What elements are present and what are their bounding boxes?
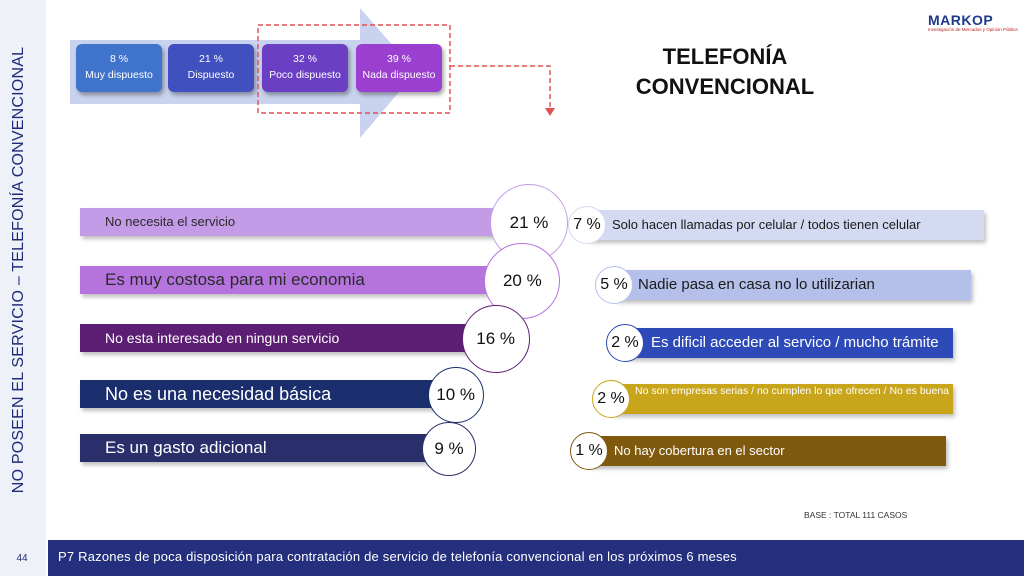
right-bar: [612, 384, 953, 414]
right-value-circle: 2 %: [592, 380, 630, 418]
right-bar: [588, 210, 984, 240]
footer-bar: [48, 540, 1024, 576]
page-title: TELEFONÍA CONVENCIONAL: [610, 42, 840, 102]
scale-label: Muy dispuesto: [85, 69, 153, 81]
left-value-circle: 9 %: [422, 422, 476, 476]
scale-label: Dispuesto: [187, 69, 235, 81]
scale-label: Nada dispuesto: [362, 69, 436, 81]
left-bar-label: No esta interesado en ningun servicio: [105, 330, 340, 346]
left-bar: [80, 266, 514, 294]
scale-box-4: 39 % Nada dispuesto: [356, 44, 442, 92]
left-bar-label: No es una necesidad básica: [105, 384, 332, 404]
left-bar: [80, 380, 447, 408]
vertical-section-title: NO POSEEN EL SERVICIO – TELEFONÍA CONVEN…: [10, 46, 27, 494]
scale-box-3: 32 % Poco dispuesto: [262, 44, 348, 92]
scale-value: 21 %: [199, 53, 223, 65]
scale-label: Poco dispuesto: [269, 69, 341, 81]
dashed-highlight: [257, 24, 555, 116]
right-bar-label: No son empresas serias / no cumplen lo q…: [635, 385, 950, 397]
left-value-circle: 16 %: [461, 305, 530, 373]
right-bar-label: Nadie pasa en casa no lo utilizarian: [638, 276, 875, 293]
scale-box-1: 8 % Muy dispuesto: [76, 44, 162, 92]
right-value-circle: 5 %: [595, 266, 633, 304]
left-bar: [80, 208, 520, 236]
scale-value: 8 %: [109, 53, 129, 65]
title-line-2: CONVENCIONAL: [635, 74, 815, 99]
right-value-circle: 1 %: [570, 432, 608, 470]
left-bar-label: Es muy costosa para mi economia: [105, 270, 365, 289]
scale-box-2: 21 % Dispuesto: [168, 44, 254, 92]
base-note: BASE : TOTAL 111 CASOS: [804, 510, 908, 520]
left-bar-label: Es un gasto adicional: [105, 438, 267, 457]
title-line-1: TELEFONÍA: [662, 44, 788, 69]
logo-subtitle: Investigación de Mercados y Opinión Públ…: [928, 27, 1018, 32]
left-bar: [80, 324, 487, 352]
markop-logo: MARKOP Investigación de Mercados y Opini…: [928, 12, 1018, 42]
page-number: 44: [16, 553, 28, 564]
logo-text: MARKOP: [928, 12, 994, 28]
right-bar: [626, 328, 953, 358]
right-bar-label: No hay cobertura en el sector: [614, 443, 785, 458]
left-bar: [80, 434, 440, 462]
scale-value: 32 %: [293, 53, 317, 65]
right-bar: [615, 270, 972, 300]
right-bar: [590, 436, 947, 466]
right-bar-label: Solo hacen llamadas por celular / todos …: [612, 217, 921, 232]
footer-question: P7 Razones de poca disposición para cont…: [58, 549, 737, 564]
right-value-circle: 2 %: [606, 324, 644, 362]
right-value-circle: 7 %: [568, 206, 606, 244]
scale-value: 39 %: [387, 53, 411, 65]
left-strip: [0, 0, 46, 576]
right-bar-label: Es dificil acceder al servico / mucho tr…: [651, 334, 939, 351]
left-bar-label: No necesita el servicio: [105, 214, 236, 229]
left-value-circle: 10 %: [427, 367, 484, 423]
